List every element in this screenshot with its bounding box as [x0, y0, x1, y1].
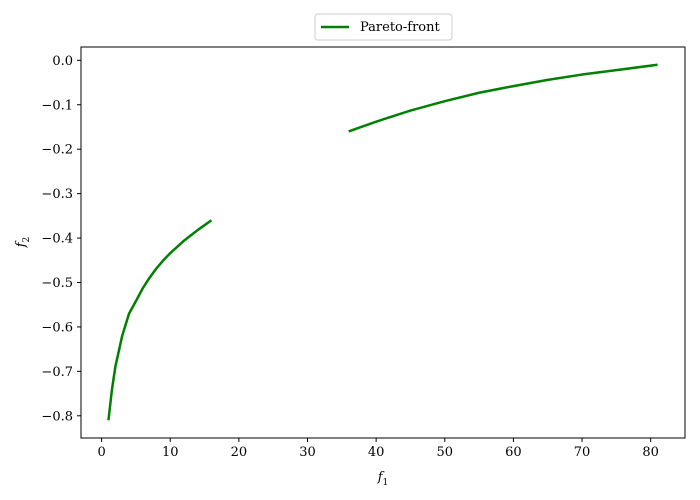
- pareto-front-line-segment-1: [107, 219, 213, 421]
- x-tick-label: 50: [436, 445, 453, 460]
- y-tick-label: −0.4: [41, 232, 73, 247]
- y-axis-title: f2: [14, 237, 32, 249]
- x-tick-label: 30: [299, 445, 316, 460]
- y-tick-label: 0.0: [52, 54, 73, 69]
- x-tick-label: 20: [231, 445, 248, 460]
- x-axis-ticks: 0 10 20 30 40 50 60 70 80: [97, 438, 659, 460]
- x-tick-label: 60: [505, 445, 522, 460]
- y-tick-label: −0.6: [41, 320, 73, 335]
- x-tick-label: 80: [642, 445, 659, 460]
- y-tick-label: −0.2: [41, 143, 73, 158]
- x-tick-label: 70: [574, 445, 591, 460]
- x-tick-label: 40: [368, 445, 385, 460]
- x-tick-label: 0: [97, 445, 105, 460]
- x-tick-label: 10: [162, 445, 179, 460]
- pareto-front-line-segment-2: [348, 63, 658, 133]
- y-axis-ticks: 0.0 −0.1 −0.2 −0.3 −0.4 −0.5 −0.6 −0.7 −0.8: [41, 54, 81, 424]
- y-tick-label: −0.7: [41, 365, 73, 380]
- y-tick-label: −0.1: [41, 98, 73, 113]
- plot-frame: [80, 46, 686, 439]
- y-tick-label: −0.3: [41, 187, 73, 202]
- series-lines: [107, 63, 658, 421]
- legend-label: Pareto-front: [360, 20, 440, 35]
- x-axis-title: f1: [377, 470, 389, 488]
- legend: Pareto-front: [314, 13, 453, 41]
- y-tick-label: −0.5: [41, 276, 73, 291]
- plot-area: [81, 47, 685, 438]
- y-tick-label: −0.8: [41, 409, 73, 424]
- legend-box: [314, 13, 453, 41]
